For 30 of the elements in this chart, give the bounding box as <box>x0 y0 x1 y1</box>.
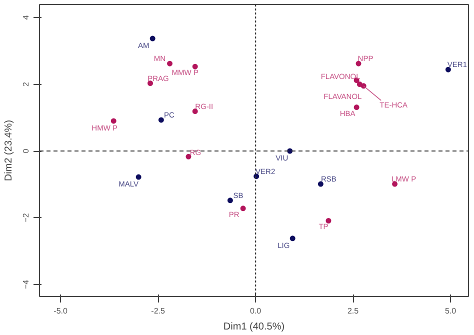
point <box>356 82 362 88</box>
point <box>356 60 362 66</box>
point <box>186 154 192 160</box>
point <box>445 66 451 72</box>
y-tick-label: 0 <box>22 148 30 154</box>
x-tick-label: -5.0 <box>54 306 68 316</box>
x-tick-label: -2.5 <box>151 306 166 316</box>
point <box>192 64 198 70</box>
x-tick-label: 0.0 <box>250 306 262 316</box>
x-tick-label: 5.0 <box>445 306 457 316</box>
point <box>240 206 246 212</box>
y-tick-label: −4 <box>22 279 30 290</box>
point <box>227 198 233 204</box>
point <box>290 236 296 242</box>
point <box>326 218 332 224</box>
point <box>192 108 198 114</box>
point <box>354 104 360 110</box>
y-tick-label: 4 <box>22 14 30 20</box>
point <box>158 117 164 123</box>
point <box>110 118 116 124</box>
y-tick-label: 2 <box>22 81 30 86</box>
point <box>150 36 156 42</box>
y-tick-label: −2 <box>22 212 30 222</box>
point <box>392 181 398 187</box>
point <box>167 60 173 66</box>
x-tick-label: 2.5 <box>348 306 360 316</box>
y-axis-title: Dim2 (23.4%) <box>4 120 14 182</box>
x-axis-title: Dim1 (40.5%) <box>223 322 285 332</box>
point <box>318 181 324 187</box>
point <box>136 174 142 180</box>
